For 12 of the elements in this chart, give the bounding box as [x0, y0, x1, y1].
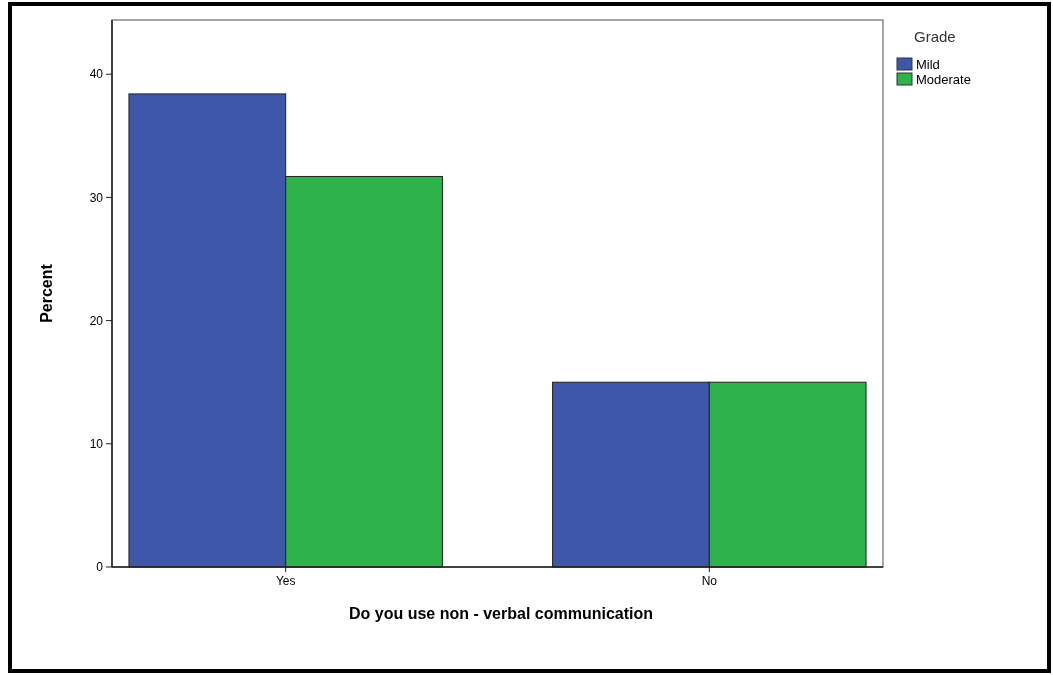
x-tick-label: No [701, 574, 718, 588]
x-axis-title: Do you use non - verbal communication [348, 605, 654, 622]
y-tick-label: 30 [89, 190, 104, 205]
legend-title: Grade [914, 28, 956, 45]
y-tick-label: 10 [89, 437, 104, 451]
y-tick-label: 0 [96, 560, 104, 575]
y-axis-title: Percent [38, 263, 55, 323]
legend-label: Moderate [916, 72, 971, 87]
y-tick-label: 20 [89, 313, 104, 328]
legend-label: Mild [916, 57, 940, 72]
y-tick-label: 40 [89, 67, 104, 82]
x-tick-label: Yes [275, 574, 296, 588]
